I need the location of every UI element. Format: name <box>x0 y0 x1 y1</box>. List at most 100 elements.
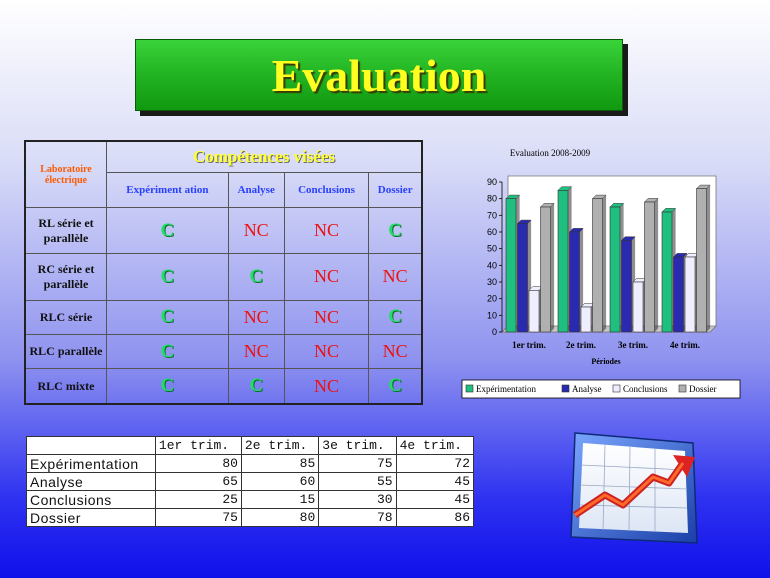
bar <box>632 281 644 333</box>
grade-cell: C <box>106 333 229 370</box>
row-label: RLC parallèle <box>24 333 107 370</box>
bar <box>621 240 632 333</box>
row-label: RL série et parallèle <box>24 206 107 255</box>
competences-table: Laboratoire électrique Compétences visée… <box>24 140 423 405</box>
rising-chart-icon <box>565 425 715 550</box>
col-header: Analyse <box>227 172 285 208</box>
bar <box>505 198 517 333</box>
value-cell: 78 <box>318 508 397 527</box>
grade-cell: C <box>368 368 423 405</box>
value-cell: 80 <box>154 454 242 473</box>
table-row: Dossier 75 80 78 86 <box>26 508 475 527</box>
bar <box>540 206 551 333</box>
bar <box>609 206 621 333</box>
value-cell: 65 <box>154 472 242 491</box>
value-cell: 15 <box>240 490 320 509</box>
value-cell: 60 <box>240 472 320 491</box>
title-banner: Evaluation <box>135 39 623 111</box>
chart-title: Evaluation 2008-2009 <box>510 148 591 158</box>
bar <box>517 223 528 333</box>
bar <box>644 201 655 333</box>
y-tick-label: 50 <box>487 244 497 254</box>
y-tick-label: 20 <box>487 294 497 304</box>
column-header: 3e trim. <box>318 436 397 455</box>
bar-side <box>550 203 555 332</box>
table-header-row: 1er trim. 2e trim. 3e trim. 4e trim. <box>26 436 475 455</box>
y-tick-label: 0 <box>492 327 497 337</box>
grade-cell: C <box>368 299 423 335</box>
col-header: Conclusions <box>283 172 370 208</box>
row-label: RLC mixte <box>24 368 107 405</box>
grade-cell: NC <box>227 206 285 255</box>
col-header: Dossier <box>368 172 423 208</box>
bar <box>528 290 540 333</box>
legend-label: Dossier <box>689 384 717 394</box>
grade-cell: C <box>106 206 229 255</box>
y-tick-label: 70 <box>487 210 497 220</box>
grade-cell: C <box>106 368 229 405</box>
x-tick-label: 1er trim. <box>512 340 546 350</box>
column-header: 1er trim. <box>154 436 242 455</box>
data-table: 1er trim. 2e trim. 3e trim. 4e trim. Exp… <box>26 436 475 527</box>
y-tick-label: 90 <box>487 177 497 187</box>
value-cell: 45 <box>395 490 475 509</box>
bar-side <box>706 185 711 332</box>
corner-cell <box>26 436 156 455</box>
table-row: RLC mixte C C NC C <box>24 368 423 405</box>
value-cell: 25 <box>154 490 242 509</box>
column-header: 4e trim. <box>395 436 475 455</box>
grade-cell: NC <box>283 253 370 301</box>
bar <box>557 190 569 333</box>
bar <box>569 231 580 333</box>
bar <box>684 256 696 333</box>
evaluation-chart: Evaluation 2008-2009 0 10 20 30 40 50 60 70 80 90 1… <box>450 140 750 405</box>
bar <box>580 306 592 333</box>
x-tick-label: 2e trim. <box>566 340 596 350</box>
table-row: Conclusions 25 15 30 45 <box>26 490 475 509</box>
legend-swatch <box>678 384 687 393</box>
legend-label: Expérimentation <box>476 384 536 394</box>
value-cell: 55 <box>318 472 397 491</box>
legend-swatch <box>465 384 474 393</box>
table-row: Analyse 65 60 55 45 <box>26 472 475 491</box>
grade-cell: C <box>106 253 229 301</box>
x-axis-label: Périodes <box>591 357 620 366</box>
grade-cell: C <box>227 253 285 301</box>
grade-cell: NC <box>283 206 370 255</box>
bar <box>661 211 673 333</box>
legend-swatch <box>561 384 570 393</box>
legend-label: Analyse <box>572 384 602 394</box>
grade-cell: NC <box>368 253 423 301</box>
table-row: Expérimentation 80 85 75 72 <box>26 454 475 473</box>
row-label: Analyse <box>26 472 156 491</box>
table-row: RLC parallèle C NC NC NC <box>24 333 423 370</box>
col-header: Expériment ation <box>106 172 229 208</box>
grade-cell: C <box>106 299 229 335</box>
grade-cell: C <box>368 206 423 255</box>
value-cell: 86 <box>395 508 475 527</box>
table-row: RL série et parallèle C NC NC C <box>24 206 423 255</box>
grade-cell: NC <box>283 299 370 335</box>
y-tick-label: 60 <box>487 227 497 237</box>
value-cell: 75 <box>318 454 397 473</box>
chart-svg: Evaluation 2008-2009 0 10 20 30 40 50 60 70 80 90 1… <box>461 148 741 399</box>
row-label: Dossier <box>26 508 156 527</box>
bar-side <box>654 198 659 332</box>
lab-label: Laboratoire électrique <box>24 140 107 208</box>
value-cell: 80 <box>240 508 320 527</box>
legend-label: Conclusions <box>623 384 668 394</box>
grade-cell: NC <box>283 368 370 405</box>
grade-cell: NC <box>227 299 285 335</box>
row-label: Conclusions <box>26 490 156 509</box>
column-header: 2e trim. <box>240 436 320 455</box>
y-tick-label: 30 <box>487 277 497 287</box>
grade-cell: NC <box>368 333 423 370</box>
bar-side <box>602 195 607 332</box>
grade-cell: NC <box>283 333 370 370</box>
grade-cell: C <box>227 368 285 405</box>
table-row: RC série et parallèle C C NC NC <box>24 253 423 301</box>
value-cell: 85 <box>240 454 320 473</box>
y-tick-label: 80 <box>487 194 497 204</box>
page-title: Evaluation <box>271 49 487 101</box>
bar <box>592 198 603 333</box>
